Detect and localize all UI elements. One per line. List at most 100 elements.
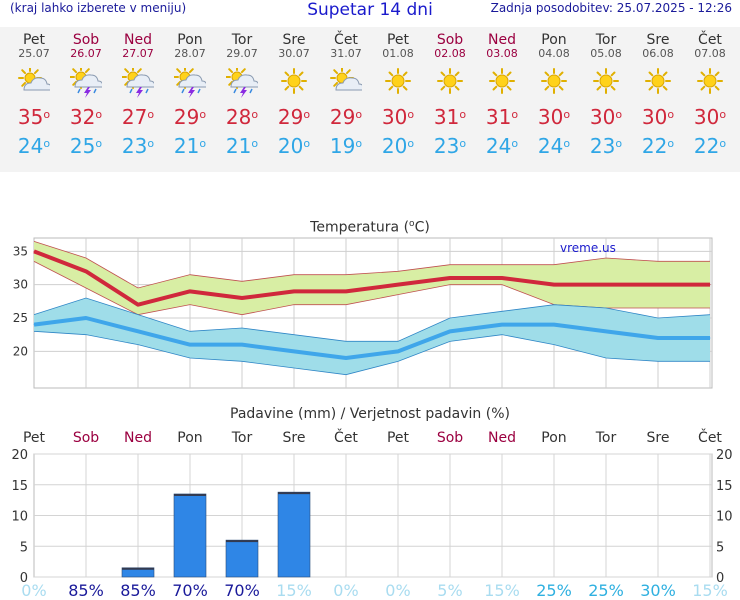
- max-temperature-point: [293, 290, 295, 292]
- last-updated: Zadnja posodobitev: 25.07.2025 - 12:26: [490, 1, 732, 15]
- max-temperature: 30o: [641, 105, 675, 129]
- min-range-lower: [33, 330, 710, 376]
- max-temperature-point: [449, 277, 451, 279]
- max-range-upper: [33, 240, 710, 289]
- temperature-chart: 20 25 30 35 vreme.us: [13, 237, 713, 389]
- precip-probability: 85%: [120, 581, 156, 600]
- day-name: Pet: [22, 32, 46, 48]
- precipitation-bar-top: [122, 567, 154, 570]
- day-name: Tor: [595, 32, 617, 48]
- day-column: Sob 02.08 31o 23o: [424, 27, 476, 158]
- day-name: Sob: [436, 32, 464, 48]
- sun-icon: [281, 68, 307, 94]
- day-name: Sob: [72, 32, 100, 48]
- min-temperature: 21o: [173, 134, 207, 158]
- min-temperature: 24o: [537, 134, 571, 158]
- min-temperature-point: [709, 337, 711, 339]
- location-hint[interactable]: (kraj lahko izberete v meniju): [10, 1, 187, 15]
- y-tick-label: 15: [11, 479, 28, 494]
- day-date: 05.08: [590, 47, 622, 60]
- min-temperature-point: [657, 337, 659, 339]
- min-temperature-point: [397, 350, 399, 352]
- day-date: 28.07: [174, 47, 206, 60]
- max-temperature-point: [85, 270, 87, 272]
- x-category-label: Pon: [177, 430, 202, 446]
- daily-forecast-strip: Pet 25.07 35o 24o Sob 26.07 32o 25o Ned 27.07 27o 2…: [0, 27, 740, 172]
- min-temperature-point: [345, 357, 347, 359]
- day-column: Čet 31.07 29o 19o: [320, 27, 372, 158]
- page-header: (kraj lahko izberete v meniju) Supetar 1…: [0, 0, 740, 22]
- day-name: Pon: [177, 32, 203, 48]
- day-date: 07.08: [694, 47, 726, 60]
- x-category-label: Tor: [595, 430, 617, 446]
- max-temperature: 30o: [381, 105, 415, 129]
- min-temperature: 21o: [225, 134, 259, 158]
- y-tick-label: 30: [13, 278, 28, 292]
- sun-icon: [645, 68, 671, 94]
- day-date: 30.07: [278, 47, 310, 60]
- y-tick-label-right: 20: [716, 448, 733, 463]
- day-column: Sre 06.08 30o 22o: [632, 27, 684, 158]
- day-date: 29.07: [226, 47, 258, 60]
- day-name: Pet: [386, 32, 410, 48]
- max-temperature: 27o: [121, 105, 155, 129]
- min-range-band: [34, 298, 710, 375]
- sun-icon: [541, 68, 567, 94]
- day-column: Pon 28.07 29o 21o: [164, 27, 216, 158]
- max-temperature-point: [137, 304, 139, 306]
- day-column: Sre 30.07 29o 20o: [268, 27, 320, 158]
- day-column: Pon 04.08 30o 24o: [528, 27, 580, 158]
- max-temperature: 30o: [537, 105, 571, 129]
- x-category-label: Tor: [231, 430, 253, 446]
- min-temperature: 25o: [69, 134, 103, 158]
- min-temperature: 20o: [277, 134, 311, 158]
- min-temperature: 19o: [329, 134, 363, 158]
- watermark: vreme.us: [560, 241, 616, 255]
- max-temperature: 28o: [225, 105, 259, 129]
- day-date: 01.08: [382, 47, 414, 60]
- min-temperature-point: [241, 344, 243, 346]
- max-temperature-point: [241, 297, 243, 299]
- x-category-label: Čet: [334, 428, 358, 446]
- day-date: 26.07: [70, 47, 102, 60]
- page-title: Supetar 14 dni: [307, 0, 433, 20]
- y-tick-label-right: 15: [716, 479, 733, 494]
- precip-probability: 0%: [333, 581, 358, 600]
- precip-probability: 15%: [484, 581, 520, 600]
- sun-icon: [385, 68, 411, 94]
- day-name: Ned: [124, 32, 152, 48]
- min-temperature-line: [33, 316, 710, 360]
- precip-probability: 15%: [692, 581, 728, 600]
- day-column: Pet 01.08 30o 20o: [372, 27, 424, 158]
- day-column: Tor 05.08 30o 23o: [580, 27, 632, 158]
- max-temperature-point: [605, 284, 607, 286]
- max-temperature: 35o: [17, 105, 51, 129]
- day-name: Ned: [488, 32, 516, 48]
- y-tick-label-right: 0: [716, 571, 724, 586]
- precipitation-chart: Pet Sob Ned Pon Tor Sre Čet Pet Sob Ned Pon Tor Sre Č…: [11, 428, 733, 600]
- min-temperature-point: [449, 330, 451, 332]
- sun-icon: [593, 68, 619, 94]
- day-name: Sre: [282, 32, 306, 48]
- min-temperature-point: [189, 344, 191, 346]
- x-category-label: Ned: [124, 430, 152, 446]
- min-range-upper: [33, 297, 711, 342]
- day-date: 25.07: [18, 47, 50, 60]
- partly-cloudy-sun-icon: [330, 68, 362, 91]
- precipitation-bar: [277, 491, 311, 578]
- precipitation-bar: [173, 493, 207, 578]
- min-temperature-point: [33, 324, 35, 326]
- max-temperature: 31o: [485, 105, 519, 129]
- precip-probability: 85%: [68, 581, 104, 600]
- max-temperature: 32o: [69, 105, 103, 129]
- min-temperature-point: [293, 350, 295, 352]
- x-category-label: Pet: [23, 430, 46, 446]
- day-column: Čet 07.08 30o 22o: [684, 27, 736, 158]
- day-name: Tor: [231, 32, 253, 48]
- precipitation-bar-top: [174, 493, 206, 496]
- precipitation-bar: [225, 539, 259, 578]
- y-tick-label: 20: [11, 448, 28, 463]
- day-date: 03.08: [486, 47, 518, 60]
- min-temperature-point: [605, 330, 607, 332]
- max-temperature: 31o: [433, 105, 467, 129]
